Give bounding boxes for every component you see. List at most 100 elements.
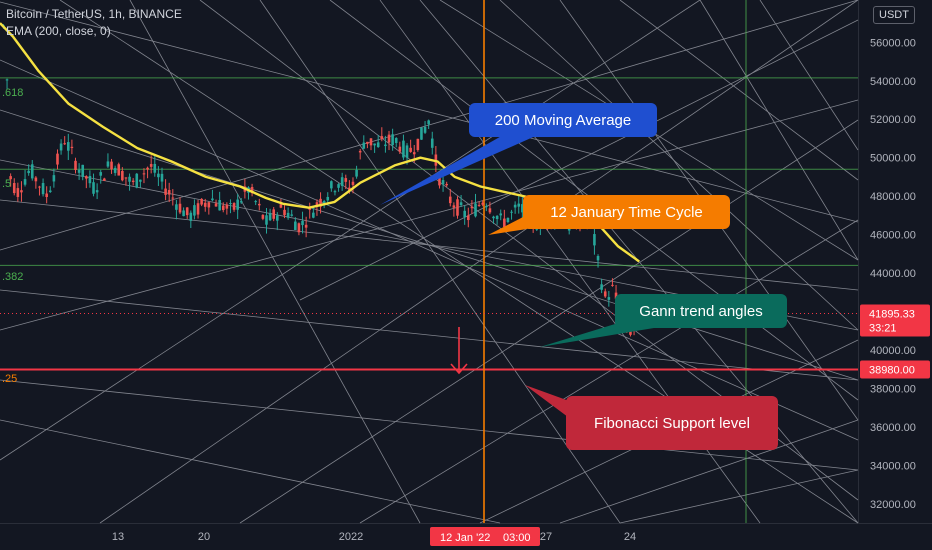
y-tick-label: 44000.00 [870, 268, 916, 280]
candle-body-167 [603, 291, 607, 297]
candle-body-100 [362, 142, 366, 149]
callout-moving-average: 200 Moving Average [469, 103, 657, 137]
candle-body-8 [30, 164, 34, 179]
candle-body-58 [211, 198, 214, 201]
candle-body-97 [351, 181, 355, 185]
candle-body-63 [229, 203, 232, 205]
candle-body-168 [607, 297, 611, 300]
candle-body-27 [99, 172, 103, 176]
candle-body-87 [315, 202, 319, 207]
time-cursor-marker [430, 527, 540, 546]
candle-body-122 [441, 180, 445, 185]
fib-label-low: .382 [2, 271, 24, 283]
candle-body-73 [265, 215, 268, 225]
candle-body-10 [38, 186, 41, 188]
y-tick-label: 50000.00 [870, 153, 916, 165]
candle-body-43 [157, 173, 160, 178]
callout-gann-angles: Gann trend angles [615, 294, 787, 328]
x-tick-label: 13 [112, 531, 124, 543]
candle-body-105 [380, 136, 384, 140]
candle-body-36 [131, 180, 135, 182]
candle-body-19 [70, 146, 74, 148]
candle-body-132 [477, 204, 481, 206]
candle-body-95 [344, 178, 348, 182]
candle-body-57 [207, 202, 211, 208]
candle-body-141 [510, 211, 513, 213]
candle-body-91 [330, 181, 333, 189]
candle-body-143 [517, 203, 521, 207]
callout-tail-fib [525, 385, 572, 420]
candle-body-34 [124, 177, 128, 179]
candle-body-7 [27, 170, 30, 174]
candle-body-76 [276, 215, 279, 221]
candle-body-39 [142, 173, 146, 175]
candle-body-131 [474, 203, 477, 217]
fib-label-bottom: .25 [2, 373, 18, 385]
candle-body-47 [171, 197, 175, 199]
candle-body-142 [513, 204, 517, 208]
last-price-marker [860, 304, 930, 337]
candle-body-70 [254, 201, 257, 203]
candle-body-99 [358, 150, 362, 153]
candle-body-69 [250, 187, 254, 194]
down-arrow-icon [450, 327, 468, 375]
candle-body-21 [77, 169, 81, 173]
candle-body-104 [376, 142, 380, 148]
currency-badge[interactable]: USDT [873, 6, 915, 24]
candle-body-121 [438, 173, 441, 186]
candle-body-2 [9, 176, 12, 180]
candle-body-135 [488, 208, 492, 213]
candle-body-79 [286, 212, 290, 218]
candle-body-134 [485, 206, 488, 208]
candle-body-85 [308, 208, 312, 210]
candle-body-11 [41, 183, 45, 195]
candle-body-83 [301, 220, 304, 226]
candle-body-80 [290, 214, 294, 216]
candle-body-64 [232, 203, 236, 210]
support-price-marker [860, 360, 930, 379]
candle-body-128 [463, 210, 466, 218]
candle-body-35 [128, 176, 131, 182]
candle-body-13 [48, 190, 52, 193]
candle-body-24 [88, 175, 92, 184]
candle-body-123 [445, 183, 448, 186]
callout-time-cycle: 12 January Time Cycle [523, 195, 730, 229]
candle-body-12 [45, 193, 48, 198]
time-cursor-date: 12 Jan '22 [440, 532, 490, 544]
candle-body-88 [319, 198, 322, 207]
candle-body-115 [416, 138, 420, 151]
candle-body-40 [146, 167, 149, 170]
ema-indicator-label[interactable]: EMA (200, close, 0) [6, 24, 111, 38]
candle-body-130 [470, 206, 474, 209]
y-tick-label: 38000.00 [870, 383, 916, 395]
candle-body-136 [492, 216, 495, 219]
candle-body-71 [257, 203, 261, 206]
candle-body-78 [283, 209, 286, 216]
candle-body-55 [200, 198, 203, 205]
candle-body-102 [369, 138, 373, 146]
candle-body-3 [12, 183, 16, 194]
candle-body-74 [268, 213, 272, 221]
candle-body-169 [611, 284, 614, 286]
x-tick-label: 20 [198, 531, 210, 543]
candle-body-144 [521, 204, 524, 213]
y-tick-label: 54000.00 [870, 76, 916, 88]
candle-body-23 [85, 176, 88, 179]
candle-body-66 [239, 201, 243, 203]
candle-body-61 [221, 205, 225, 211]
candle-body-103 [373, 143, 376, 146]
candle-body-126 [456, 199, 459, 216]
price-markers: 12 Jan '22 03:00 41895.33 33:21 38980.00 [430, 304, 930, 546]
candle-body-6 [23, 179, 27, 185]
candle-body-26 [95, 190, 99, 193]
candle-body-133 [481, 202, 485, 205]
y-tick-label: 56000.00 [870, 37, 916, 49]
candle-body-52 [189, 212, 193, 221]
candle-body-50 [182, 210, 185, 217]
candle-body-98 [355, 169, 358, 177]
candle-body-28 [103, 178, 106, 181]
candle-body-45 [164, 188, 167, 195]
